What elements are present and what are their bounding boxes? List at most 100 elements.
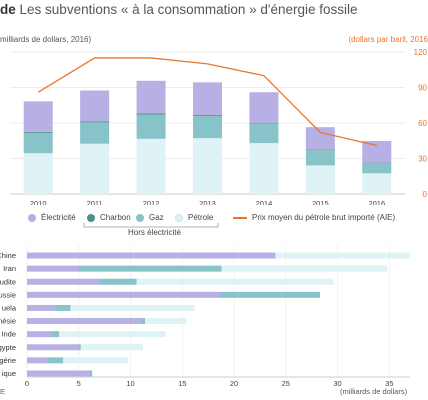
y-tick-label: Inde	[1, 330, 16, 339]
bar-segment	[145, 318, 187, 325]
legend-prix: Prix moyen du pétrole brut importé (AIE)	[233, 213, 395, 222]
bar-segment	[47, 357, 64, 364]
legend-prix-line	[233, 216, 247, 219]
bar-segment	[23, 153, 53, 194]
y-tick-label: ique	[2, 369, 16, 378]
bar-segment	[220, 291, 320, 298]
bar-segment	[136, 113, 166, 115]
y-right-tick-label: 120	[414, 48, 428, 57]
bar-segment	[59, 331, 166, 338]
bar-segment	[89, 370, 93, 377]
bar-segment	[136, 114, 166, 139]
x-tick-label: 2013	[199, 199, 216, 205]
y-tick-label: ussie	[0, 290, 16, 299]
bar-segment	[136, 138, 166, 194]
x-tick-label: 0	[25, 379, 29, 388]
bar-segment	[63, 357, 129, 364]
bar-segment	[193, 82, 222, 116]
bar-segment	[249, 143, 279, 194]
bar-segment	[80, 90, 110, 122]
bar-segment	[27, 370, 90, 377]
legend-electricite-swatch	[28, 213, 36, 222]
bar-segment	[362, 140, 392, 163]
chart-title: de Les subventions « à la consommation »…	[0, 2, 358, 17]
x-tick-label: 10	[126, 379, 134, 388]
bar-segment	[140, 318, 146, 325]
bar-segment	[193, 115, 222, 117]
x-tick-label: 2014	[256, 199, 273, 205]
x-tick-label: 25	[282, 379, 290, 388]
legend-charbon-swatch	[87, 213, 95, 222]
bottom-unit-label: (milliards de dollars)	[340, 387, 408, 396]
y-right-tick-label: 30	[418, 155, 427, 164]
left-unit-label: milliards de dollars, 2016)	[0, 35, 92, 44]
source-label: E	[0, 387, 6, 396]
bar-segment	[249, 92, 279, 123]
bar-segment	[193, 116, 222, 139]
x-tick-label: 5	[77, 379, 81, 388]
y-tick-label: lgérie	[0, 356, 16, 365]
bar-segment	[80, 143, 110, 194]
x-tick-label: 2011	[87, 199, 103, 205]
bar-segment	[27, 291, 221, 298]
legend-group-bracket	[83, 223, 219, 228]
x-tick-label: 2016	[368, 199, 385, 205]
legend-gaz-swatch	[136, 213, 144, 222]
x-tick-label: 2012	[143, 199, 160, 205]
y-tick-label: Chine	[0, 251, 16, 260]
bar-segment	[305, 165, 335, 194]
bar-segment	[27, 318, 141, 325]
bar-segment	[27, 265, 79, 272]
legend-petrole-swatch	[175, 213, 183, 222]
bar-segment	[23, 131, 53, 133]
y-right-tick-label: 60	[418, 119, 427, 128]
y-tick-label: Iran	[3, 264, 16, 273]
x-tick-label: 20	[230, 379, 238, 388]
bar-segment	[221, 265, 388, 272]
x-tick-label: 2010	[30, 199, 47, 205]
bar-segment	[275, 252, 410, 259]
x-tick-label: 15	[178, 379, 186, 388]
top-stacked-bar-chart: 0 30 60 90 120 2010 2011 2012 2013 2014 2015 2016	[10, 48, 428, 205]
bar-segment	[27, 331, 51, 338]
bar-segment	[249, 122, 279, 124]
bar-segment	[305, 127, 335, 150]
y-tick-label: gypte	[0, 343, 16, 352]
y-right-tick-label: 90	[418, 84, 427, 93]
bar-segment	[80, 121, 110, 123]
legend-electricite: Électricité	[28, 213, 76, 222]
bar-segment	[23, 101, 53, 132]
y-right-tick-label: 0	[423, 190, 428, 199]
legend-petrole: Pétrole	[175, 213, 213, 222]
x-tick-label: 2015	[312, 199, 329, 205]
x-tick-label: 30	[333, 379, 341, 388]
bar-segment	[70, 304, 195, 311]
bottom-horizontal-bar-chart: 0 5 10 15 20 25 30 35 Chine Iran udite ussie uela nés…	[0, 245, 410, 388]
bar-segment	[80, 122, 110, 144]
y-tick-label: nésie	[0, 317, 16, 326]
bar-segment	[136, 80, 166, 114]
bar-segment	[27, 278, 100, 285]
bar-segment	[80, 344, 143, 351]
bar-segment	[27, 252, 276, 259]
bar-segment	[305, 149, 335, 151]
x-tick-label: 35	[385, 379, 393, 388]
bar-segment	[78, 344, 81, 351]
price-line	[37, 57, 377, 147]
bar-segment	[362, 163, 392, 174]
bar-segment	[23, 132, 53, 154]
bar-segment	[27, 304, 56, 311]
legend-hors-electricite: Hors électricité	[128, 228, 181, 237]
legend-gaz: Gaz	[136, 213, 164, 222]
bar-segment	[249, 123, 279, 144]
bar-segment	[99, 278, 137, 285]
bar-segment	[27, 344, 79, 351]
bar-segment	[136, 278, 334, 285]
bar-segment	[362, 173, 392, 194]
bar-segment	[55, 304, 71, 311]
right-unit-label: (dollars par baril, 2016	[348, 35, 428, 44]
legend-charbon: Charbon	[87, 213, 131, 222]
bar-segment	[50, 331, 60, 338]
y-tick-label: uela	[2, 303, 17, 312]
y-tick-label: udite	[0, 277, 16, 286]
